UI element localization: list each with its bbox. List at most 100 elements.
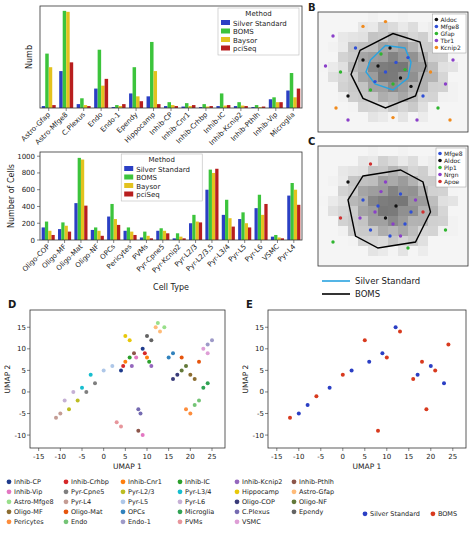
text: 5 — [22, 367, 26, 375]
image-tile — [408, 216, 418, 226]
transcript-point — [414, 198, 417, 201]
image-tile — [378, 62, 388, 72]
text: UMAP 1 — [113, 462, 142, 471]
image-tile — [388, 206, 398, 216]
bar — [49, 67, 52, 108]
legend-marker — [7, 479, 12, 484]
x-tick — [97, 240, 98, 243]
cell-point — [442, 381, 446, 385]
y-tick — [265, 435, 268, 436]
bar — [154, 71, 157, 108]
bar — [133, 235, 136, 240]
text: Oligo-NF — [299, 498, 327, 506]
image-tile — [458, 112, 468, 122]
image-tile — [328, 146, 338, 156]
legend: AldocMfge8GfapTbr1Kcnip2 — [432, 14, 466, 53]
image-tile — [358, 122, 368, 132]
transcript-point — [361, 25, 364, 28]
cell-point — [429, 364, 433, 368]
text: Ependy — [299, 508, 323, 516]
cell-point — [149, 338, 153, 342]
transcript-point — [403, 222, 406, 225]
x-tick — [168, 448, 169, 451]
bar — [117, 225, 120, 240]
legend-marker — [435, 25, 439, 29]
cell-point — [154, 325, 158, 329]
bar — [101, 236, 104, 240]
image-tile — [318, 226, 328, 236]
image-tile — [458, 196, 468, 206]
image-tile — [388, 72, 398, 82]
text: 0 — [101, 453, 105, 461]
image-tile — [348, 166, 358, 176]
image-tile — [318, 186, 328, 196]
image-tile — [378, 52, 388, 62]
outline-legend: Silver StandardBOMS — [322, 276, 420, 299]
image-tile — [318, 42, 328, 52]
bar — [264, 204, 267, 240]
image-tile — [358, 196, 368, 206]
text: Inhib-Crhbp — [71, 478, 109, 486]
image-tile — [328, 72, 338, 82]
image-tile — [358, 22, 368, 32]
text: Pyr-L4 — [71, 498, 91, 506]
text: Astro-Mfge8 — [14, 498, 54, 506]
bar — [52, 105, 55, 108]
bar — [215, 169, 218, 240]
image-tile — [398, 62, 408, 72]
x-tick — [277, 240, 278, 243]
image-tile — [318, 176, 328, 186]
image-tile — [428, 82, 438, 92]
image-tile — [458, 122, 468, 132]
cell-point — [167, 355, 171, 359]
image-tile — [378, 226, 388, 236]
bar — [77, 104, 80, 108]
bar — [63, 11, 66, 108]
x-tick — [179, 240, 180, 243]
image-tile — [398, 206, 408, 216]
image-tile — [448, 52, 458, 62]
image-tile — [408, 122, 418, 132]
figure: Astro-GfapAstro-Mfge8C.PlexusEndoEndo-1E… — [0, 0, 474, 537]
bar — [212, 173, 215, 240]
bar — [294, 190, 297, 240]
x-tick — [130, 240, 131, 243]
x-tick — [293, 108, 294, 111]
bar — [101, 86, 104, 108]
image-tile — [418, 246, 428, 256]
image-tile — [318, 82, 328, 92]
legend-marker — [121, 479, 126, 484]
image-tile — [348, 112, 358, 122]
text: Aldoc — [444, 157, 461, 164]
text: -10 — [15, 432, 26, 440]
x-tick — [60, 448, 61, 451]
image-tile — [438, 102, 448, 112]
transcript-point — [409, 210, 412, 213]
x-tick — [190, 448, 191, 451]
text: Silver Standard — [355, 276, 420, 286]
image-tile — [458, 72, 468, 82]
image-tile — [348, 12, 358, 22]
image-tile — [358, 146, 368, 156]
bar — [124, 231, 127, 240]
bar — [45, 222, 48, 240]
y-tick — [27, 435, 30, 436]
image-tile — [418, 22, 428, 32]
x-tick — [258, 108, 259, 111]
text: 5 — [123, 453, 127, 461]
legend-marker — [178, 519, 183, 524]
image-tile — [438, 196, 448, 206]
image-tile — [378, 146, 388, 156]
legend-marker — [178, 479, 183, 484]
transcript-point — [388, 46, 391, 49]
image-tile — [418, 216, 428, 226]
text: Baysor — [136, 183, 160, 191]
image-tile — [328, 246, 338, 256]
image-tile — [388, 156, 398, 166]
x-tick — [64, 240, 65, 243]
cell-point — [197, 360, 201, 364]
legend-marker — [438, 180, 442, 184]
legend: MethodSilver StandardBOMSBaysorpciSeq — [121, 154, 202, 201]
image-tile — [408, 206, 418, 216]
bar — [290, 73, 293, 108]
